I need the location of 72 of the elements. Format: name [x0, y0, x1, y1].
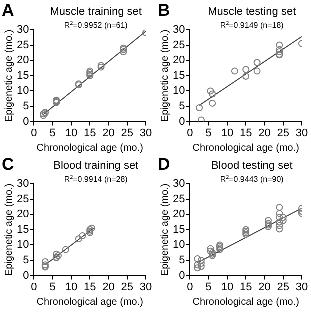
x-tick-label: 15: [240, 127, 252, 140]
x-axis-title: Chronological age (mo.): [192, 142, 300, 154]
y-tick-label: 30: [16, 178, 30, 190]
x-tick-label: 10: [65, 127, 78, 140]
x-tick-label: 10: [221, 127, 234, 140]
x-tick-label: 30: [296, 281, 308, 294]
y-tick-label: 5: [23, 254, 30, 267]
x-tick-label: 20: [102, 281, 115, 294]
x-tick-label: 25: [121, 127, 134, 140]
x-axis-title: Chronological age (mo.): [36, 142, 144, 154]
y-axis-title: Epigenetic age (mo.): [4, 184, 15, 276]
y-tick-label: 0: [179, 116, 186, 128]
chart-title: Muscle testing set: [208, 6, 296, 18]
x-tick-label: 20: [102, 127, 115, 140]
y-tick-label: 15: [16, 224, 30, 236]
y-tick-label: 10: [172, 239, 186, 252]
x-axis-title: Chronological age (mo.): [192, 296, 300, 308]
y-tick-label: 10: [172, 85, 186, 98]
x-tick-label: 5: [206, 281, 212, 294]
chart-title: Muscle training set: [50, 6, 142, 18]
y-tick-label: 0: [23, 116, 30, 128]
x-tick-label: 15: [84, 127, 96, 140]
x-tick-label: 25: [121, 281, 134, 294]
y-tick-label: 25: [172, 193, 186, 206]
x-tick-label: 25: [277, 281, 290, 294]
text: C: [2, 155, 14, 174]
chart-title: Blood testing set: [211, 160, 293, 172]
text: B: [158, 1, 170, 20]
x-tick-label: 10: [221, 281, 234, 294]
x-tick-label: 15: [240, 281, 252, 294]
y-tick-label: 10: [16, 239, 30, 252]
x-tick-label: 5: [206, 127, 212, 140]
x-tick-label: 30: [140, 281, 152, 294]
x-tick-label: 20: [258, 281, 271, 294]
text: A: [2, 1, 14, 20]
y-tick-label: 25: [16, 193, 30, 206]
y-tick-label: 10: [16, 85, 30, 98]
x-tick-label: 10: [65, 281, 78, 294]
x-tick-label: 0: [31, 127, 38, 140]
text: D: [158, 155, 170, 174]
y-tick-label: 20: [16, 208, 30, 221]
y-tick-label: 25: [172, 39, 186, 52]
x-tick-label: 20: [258, 127, 271, 140]
y-axis-title: Epigenetic age (mo.): [160, 184, 171, 276]
y-tick-label: 25: [16, 39, 30, 52]
y-tick-label: 20: [16, 54, 30, 67]
x-tick-label: 30: [296, 127, 308, 140]
y-tick-label: 30: [16, 24, 30, 36]
x-tick-label: 0: [187, 281, 194, 294]
y-tick-label: 15: [172, 70, 186, 82]
x-tick-label: 5: [50, 127, 56, 140]
y-tick-label: 30: [172, 178, 186, 190]
y-tick-label: 5: [179, 254, 186, 267]
x-tick-label: 30: [140, 127, 152, 140]
x-tick-label: 0: [187, 127, 194, 140]
y-tick-label: 15: [172, 224, 186, 236]
x-tick-label: 0: [31, 281, 38, 294]
x-tick-label: 25: [277, 127, 290, 140]
x-tick-label: 15: [84, 281, 96, 294]
x-axis-title: Chronological age (mo.): [36, 296, 144, 308]
chart-title: Blood training set: [54, 160, 139, 172]
y-axis-title: Epigenetic age (mo.): [160, 30, 171, 122]
y-tick-label: 5: [179, 100, 186, 113]
y-tick-label: 0: [23, 270, 30, 282]
y-axis-title: Epigenetic age (mo.): [4, 30, 15, 122]
y-tick-label: 0: [179, 270, 186, 282]
y-tick-label: 30: [172, 24, 186, 36]
y-tick-label: 20: [172, 54, 186, 67]
y-tick-label: 15: [16, 70, 30, 82]
y-tick-label: 5: [23, 100, 30, 113]
y-tick-label: 20: [172, 208, 186, 221]
x-tick-label: 5: [50, 281, 56, 294]
